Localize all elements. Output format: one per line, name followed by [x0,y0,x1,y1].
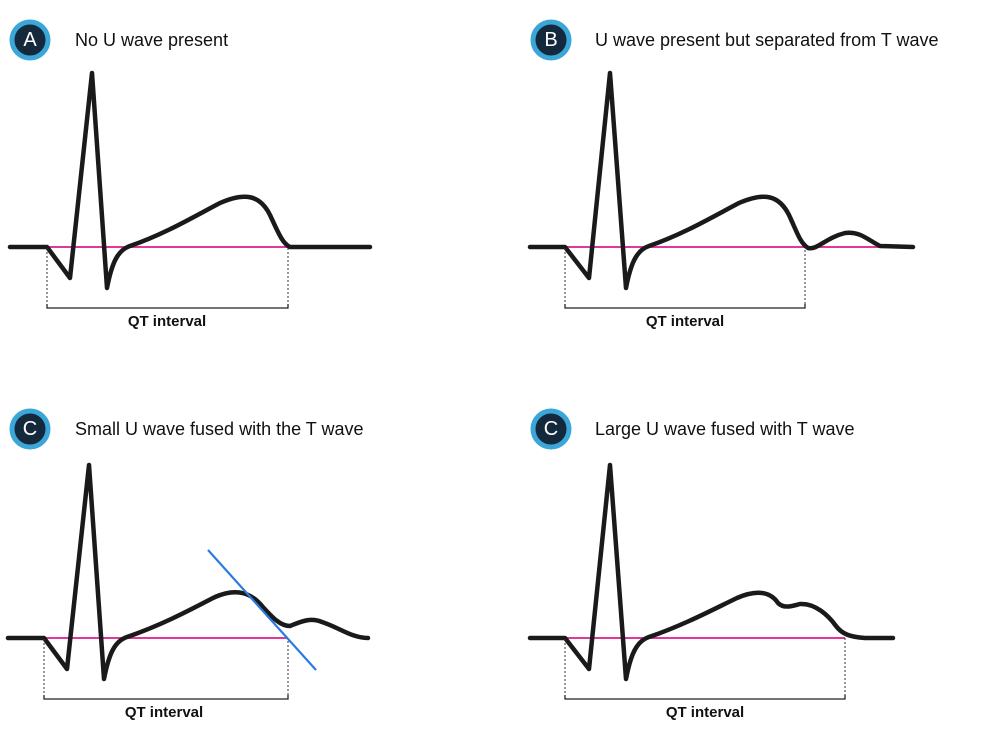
panel: C Large U wave fused with T wave QT inte… [527,408,896,721]
badge-letter: A [23,29,37,51]
panel-title: No U wave present [75,30,228,50]
panel: A No U wave present QT interval [7,19,373,330]
ecg-trace [7,70,373,291]
interval-bracket [43,695,289,700]
ecg-trace [5,462,371,682]
panel-title: U wave present but separated from T wave [595,30,939,50]
panel-title: Small U wave fused with the T wave [75,419,363,439]
badge [530,19,572,61]
panel: C Small U wave fused with the T wave QT … [5,408,371,721]
badge-letter: C [544,418,558,440]
interval-label: QT interval [125,704,203,721]
interval-label: QT interval [646,313,724,330]
interval-bracket [564,695,846,700]
interval-label: QT interval [128,313,206,330]
panel: B U wave present but separated from T wa… [527,19,939,330]
interval-bracket [46,304,289,309]
badge-letter: B [544,29,557,51]
interval-bracket [564,304,806,309]
badge [530,408,572,450]
badge-letter: C [23,418,37,440]
ecg-trace [527,70,916,291]
ecg-trace [527,462,896,682]
badge [9,19,51,61]
badge [9,408,51,450]
panel-title: Large U wave fused with T wave [595,419,854,439]
interval-label: QT interval [666,704,744,721]
tangent-line [207,549,317,671]
